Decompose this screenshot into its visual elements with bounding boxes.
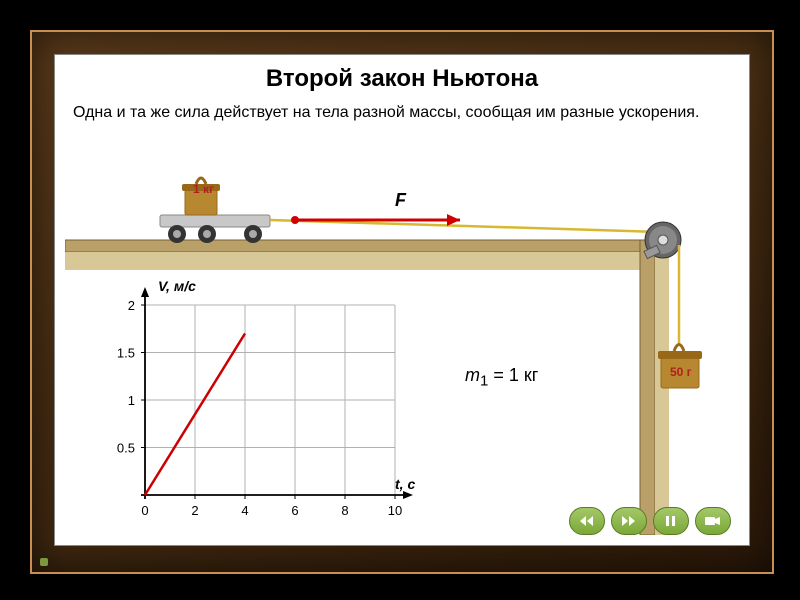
camera-button[interactable] — [695, 507, 731, 535]
eq-var: m — [465, 365, 480, 385]
page-title: Второй закон Ньютона — [55, 65, 749, 93]
eq-val: 1 — [509, 365, 519, 385]
svg-text:2: 2 — [128, 298, 135, 313]
controls — [569, 507, 731, 535]
svg-text:4: 4 — [241, 503, 248, 518]
svg-text:6: 6 — [291, 503, 298, 518]
rewind-button[interactable] — [569, 507, 605, 535]
equation: m1 = 1 кг — [465, 365, 538, 390]
svg-text:1.5: 1.5 — [117, 346, 135, 361]
eq-eq: = — [488, 365, 509, 385]
svg-text:0: 0 — [141, 503, 148, 518]
svg-text:2: 2 — [191, 503, 198, 518]
svg-text:10: 10 — [388, 503, 402, 518]
cart-weight-label: 1 кг — [193, 182, 214, 196]
diagram-area: 02468100.511.52 1 кг F 50 г m1 = 1 кг V,… — [65, 160, 739, 535]
force-label: F — [395, 190, 406, 211]
pause-button[interactable] — [653, 507, 689, 535]
hanging-weight-label: 50 г — [670, 365, 692, 379]
svg-text:8: 8 — [341, 503, 348, 518]
description: Одна и та же сила действует на тела разн… — [73, 103, 731, 124]
y-axis-label: V, м/с — [158, 278, 196, 294]
x-axis-label: t, с — [395, 476, 415, 492]
eq-unit: кг — [519, 365, 538, 385]
svg-text:0.5: 0.5 — [117, 441, 135, 456]
svg-text:1: 1 — [128, 393, 135, 408]
forward-button[interactable] — [611, 507, 647, 535]
corner-dot — [40, 558, 48, 566]
content-panel: Второй закон Ньютона Одна и та же сила д… — [54, 54, 750, 546]
